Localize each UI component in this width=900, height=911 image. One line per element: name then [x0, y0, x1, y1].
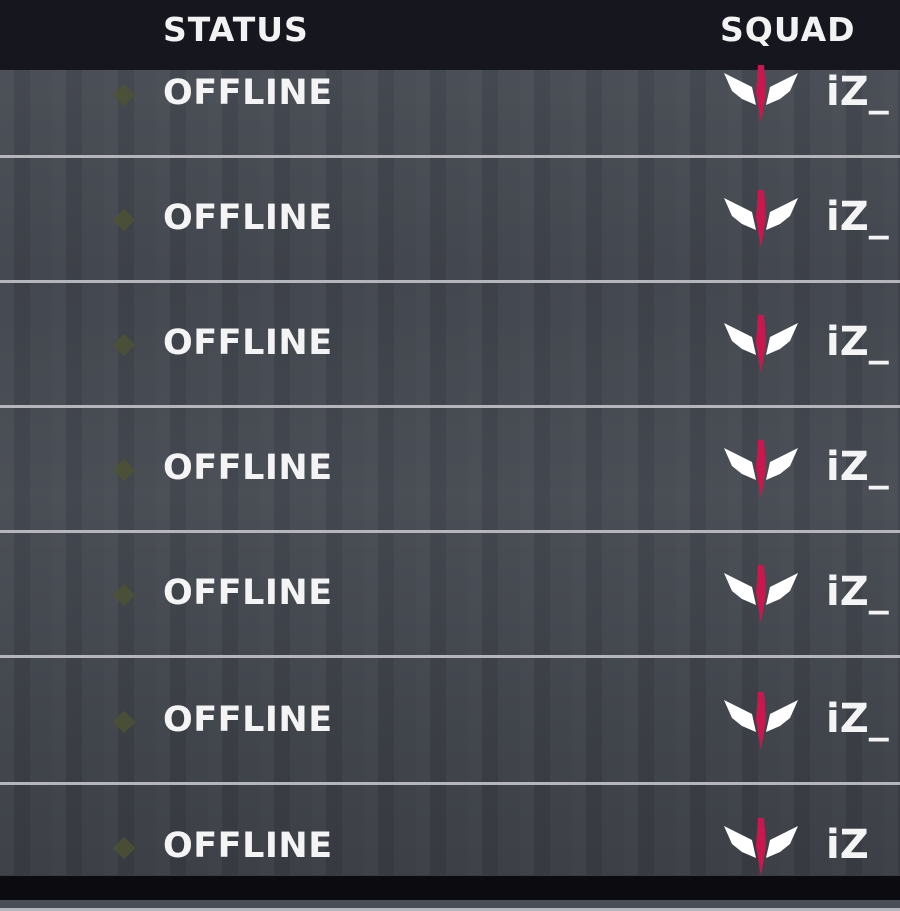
- status-dot-icon: [112, 710, 136, 734]
- status-text: OFFLINE: [163, 826, 333, 866]
- squad-emblem-icon: [724, 440, 798, 498]
- player-row[interactable]: OFFLINE iZ_: [0, 407, 900, 533]
- status-dot-icon: [112, 333, 136, 357]
- status-dot-icon: [112, 836, 136, 860]
- column-header: STATUS SQUAD: [0, 0, 900, 70]
- squad-name: iZ_: [826, 569, 889, 615]
- squad-name: iZ: [826, 822, 869, 868]
- squad-name: iZ_: [826, 696, 889, 742]
- status-text: OFFLINE: [163, 448, 333, 488]
- status-dot-icon: [112, 208, 136, 232]
- squad-emblem-icon: [724, 692, 798, 750]
- player-row[interactable]: OFFLINE iZ_: [0, 659, 900, 785]
- status-dot-icon: [112, 83, 136, 107]
- player-row[interactable]: OFFLINE iZ_: [0, 157, 900, 283]
- squad-emblem-icon: [724, 65, 798, 123]
- squad-emblem-icon: [724, 315, 798, 373]
- status-dot-icon: [112, 583, 136, 607]
- status-text: OFFLINE: [163, 73, 333, 113]
- status-column-header: STATUS: [163, 10, 309, 49]
- status-text: OFFLINE: [163, 573, 333, 613]
- squad-column-header: SQUAD: [720, 10, 856, 49]
- player-row[interactable]: OFFLINE iZ_: [0, 532, 900, 658]
- status-text: OFFLINE: [163, 323, 333, 363]
- status-text: OFFLINE: [163, 198, 333, 238]
- player-row[interactable]: OFFLINE iZ_: [0, 282, 900, 408]
- player-row[interactable]: OFFLINE iZ_: [0, 65, 900, 158]
- bottom-bar: [0, 876, 900, 900]
- squad-name: iZ_: [826, 194, 889, 240]
- squad-name: iZ_: [826, 69, 889, 115]
- squad-emblem-icon: [724, 818, 798, 876]
- squad-name: iZ_: [826, 319, 889, 365]
- squad-emblem-icon: [724, 565, 798, 623]
- squad-name: iZ_: [826, 444, 889, 490]
- status-dot-icon: [112, 458, 136, 482]
- squad-emblem-icon: [724, 190, 798, 248]
- status-text: OFFLINE: [163, 700, 333, 740]
